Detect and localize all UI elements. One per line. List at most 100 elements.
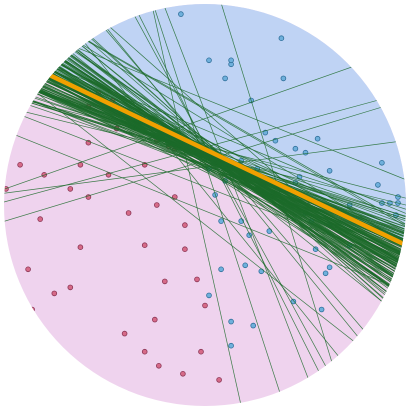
pink-point: [152, 316, 158, 323]
blue-point: [395, 194, 401, 200]
pink-point: [182, 246, 188, 253]
pink-point: [156, 362, 162, 369]
blue-point: [302, 149, 309, 156]
blue-point: [318, 306, 325, 313]
blue-point: [178, 11, 184, 17]
blue-point: [312, 246, 319, 253]
blue-point: [292, 145, 299, 152]
blue-point: [278, 35, 285, 41]
blue-point: [218, 218, 224, 224]
hypothesis-line: [4, 4, 406, 387]
hypothesis-line: [18, 4, 406, 406]
pink-point: [162, 278, 168, 285]
blue-points-layer: [178, 11, 401, 349]
hypothesis-line: [4, 4, 406, 311]
pink-point: [29, 306, 35, 313]
hypothesis-line: [4, 4, 406, 373]
pink-point: [202, 302, 208, 309]
hypothesis-line: [4, 4, 406, 350]
hypothesis-line: [4, 4, 406, 380]
pink-point: [141, 242, 148, 249]
blue-point: [218, 266, 224, 273]
hypothesis-line: [4, 4, 406, 340]
blue-point: [322, 270, 329, 277]
pink-point: [57, 350, 64, 357]
pink-point: [121, 330, 128, 337]
blue-point: [228, 318, 234, 325]
hypothesis-line: [4, 4, 406, 364]
pink-point: [141, 348, 148, 355]
blue-point: [206, 57, 212, 64]
hypothesis-line: [4, 4, 406, 395]
blue-point: [379, 160, 385, 166]
pink-point: [194, 276, 200, 283]
pink-point: [67, 186, 74, 192]
pink-point: [154, 202, 160, 208]
pink-point: [17, 162, 23, 168]
blue-point: [280, 75, 287, 82]
pink-point: [67, 284, 74, 291]
pink-point: [198, 348, 204, 355]
blue-point: [326, 264, 333, 271]
blue-point: [375, 182, 381, 188]
pink-point: [182, 222, 188, 228]
hypothesis-line: [4, 88, 406, 247]
hypothesis-line: [30, 4, 405, 406]
blue-point: [228, 342, 234, 349]
pink-point: [15, 324, 21, 331]
pink-point: [77, 244, 84, 251]
pink-point: [25, 266, 31, 273]
pink-point: [51, 290, 58, 297]
pink-point: [37, 216, 43, 222]
blue-point: [222, 75, 228, 82]
hypothesis-line: [4, 4, 406, 329]
blue-point: [326, 168, 333, 174]
pink-point: [125, 210, 132, 216]
hypothesis-line: [4, 4, 406, 339]
blue-point: [206, 292, 212, 299]
hypothesis-line: [4, 4, 406, 301]
pink-point: [216, 377, 222, 383]
blue-point: [250, 322, 257, 329]
hypothesis-line: [4, 4, 406, 398]
hypothesis-line: [65, 4, 329, 406]
pink-point: [180, 370, 186, 377]
blue-point: [228, 57, 234, 64]
blue-point: [242, 262, 249, 269]
